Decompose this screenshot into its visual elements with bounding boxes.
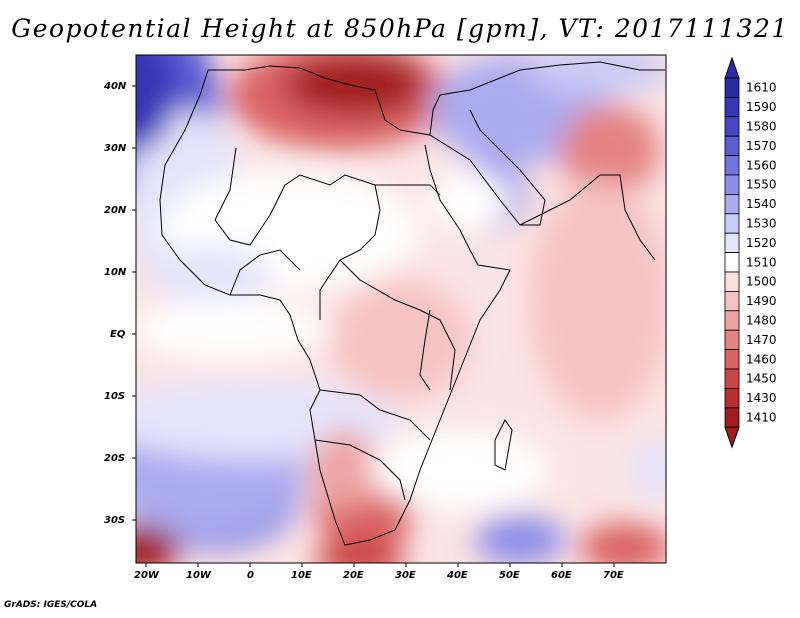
colorbar-swatch [724, 155, 740, 176]
colorbar-level-label: 1490 [746, 294, 777, 308]
lat-label: 20S [104, 453, 125, 464]
lon-label: 0 [247, 570, 254, 581]
coastlines [159, 61, 665, 546]
colorbar-level-label: 1450 [746, 372, 777, 386]
colorbar-swatch [724, 271, 740, 292]
colorbar-level-label: 1580 [746, 120, 777, 134]
colorbar-bottom-arrow [724, 426, 740, 449]
colorbar-level-label: 1560 [746, 158, 777, 172]
colorbar-swatch [724, 77, 740, 98]
colorbar-level-label: 1480 [746, 314, 777, 328]
grads-credit: GrADS: IGES/COLA [4, 600, 98, 610]
lon-label: 40E [446, 570, 468, 581]
colorbar-level-label: 1590 [746, 100, 777, 114]
colorbar-level-label: 1500 [746, 275, 777, 289]
colorbar-swatch [724, 97, 740, 118]
lat-label: 20N [104, 205, 127, 216]
colorbar-level-label: 1550 [746, 178, 777, 192]
chart-title: Geopotential Height at 850hPa [gpm], VT:… [11, 14, 789, 43]
lat-label: 10N [104, 267, 127, 278]
colorbar-level-label: 1510 [746, 255, 777, 269]
longitude-axis: 20W 10W 0 10E 20E 30E 40E 50E 60E 70E [134, 563, 624, 581]
colorbar-swatch [724, 232, 740, 253]
colorbar-level-label: 1540 [746, 197, 777, 211]
colorbar-level-label: 1520 [746, 236, 777, 250]
colorbar: 1610 1590 1580 1570 1560 1550 1540 1530 1520 1510… [724, 56, 777, 449]
colorbar-swatch [724, 310, 740, 331]
colorbar-swatch [724, 290, 740, 312]
lon-label: 50E [499, 570, 520, 581]
colorbar-level-label: 1610 [746, 81, 777, 95]
colorbar-swatch [724, 116, 740, 137]
lon-label: 20W [134, 570, 160, 581]
map-frame [135, 54, 667, 564]
lon-label: 20E [343, 570, 364, 581]
colorbar-swatch [724, 387, 740, 409]
lon-label: 60E [551, 570, 572, 581]
latitude-axis: 40N 30N 20N 10N EQ 10S 20S 30S [103, 81, 136, 526]
lat-label: EQ [110, 329, 126, 340]
colorbar-swatch [724, 252, 740, 273]
colorbar-swatch [724, 213, 740, 234]
lat-label: 30S [104, 515, 125, 526]
lat-label: 40N [103, 81, 127, 92]
lat-label: 30N [104, 143, 127, 154]
colorbar-level-label: 1460 [746, 352, 777, 366]
lon-label: 10W [186, 570, 212, 581]
colorbar-swatch [724, 174, 740, 195]
colorbar-swatch [724, 368, 740, 389]
colorbar-swatch [724, 193, 740, 215]
lon-label: 10E [291, 570, 312, 581]
colorbar-swatch [724, 349, 740, 370]
colorbar-swatch [724, 329, 740, 351]
colorbar-top-arrow [724, 56, 740, 79]
lon-label: 30E [395, 570, 416, 581]
lat-label: 10S [104, 391, 125, 402]
colorbar-swatch [724, 407, 740, 428]
colorbar-level-label: 1410 [746, 411, 777, 425]
colorbar-level-label: 1470 [746, 333, 777, 347]
colorbar-level-label: 1530 [746, 217, 777, 231]
lon-label: 70E [603, 570, 624, 581]
colorbar-level-label: 1430 [746, 391, 777, 405]
colorbar-level-label: 1570 [746, 139, 777, 153]
colorbar-swatch [724, 135, 740, 156]
height-field [136, 55, 666, 563]
